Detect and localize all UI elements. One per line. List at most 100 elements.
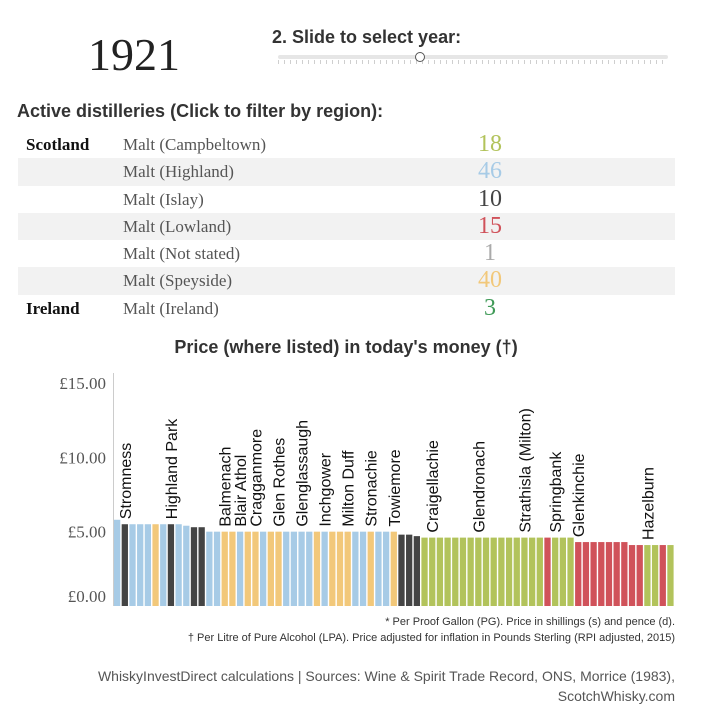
price-bar[interactable]	[567, 537, 574, 606]
price-bar[interactable]	[114, 519, 121, 606]
price-bar[interactable]	[221, 531, 228, 606]
price-bar[interactable]	[260, 531, 267, 606]
slider-ticks	[278, 60, 668, 64]
price-bar[interactable]	[329, 531, 336, 606]
distillery-label: Glenglassaugh	[295, 420, 312, 527]
region-row-campbeltown[interactable]: Scotland Malt (Campbeltown) 18	[18, 131, 675, 158]
price-bar[interactable]	[352, 531, 359, 606]
price-bar[interactable]	[121, 524, 128, 606]
price-bar[interactable]	[382, 531, 390, 606]
region-label: Malt (Speyside)	[123, 271, 233, 291]
price-bar[interactable]	[267, 531, 274, 606]
price-bar[interactable]	[651, 545, 659, 606]
distillery-label: Inchgower	[318, 452, 335, 526]
price-bar[interactable]	[137, 524, 144, 606]
price-bar[interactable]	[336, 531, 344, 606]
price-bar[interactable]	[659, 545, 666, 606]
price-bar[interactable]	[459, 537, 467, 606]
price-bar[interactable]	[544, 537, 551, 606]
price-bar[interactable]	[344, 531, 351, 606]
price-bar[interactable]	[598, 542, 605, 606]
slider-label: 2. Slide to select year:	[272, 27, 462, 47]
year-slider[interactable]	[278, 52, 668, 66]
price-bar[interactable]	[236, 531, 244, 606]
price-bar[interactable]	[582, 542, 590, 606]
price-bar[interactable]	[528, 537, 536, 606]
region-row-ireland[interactable]: Ireland Malt (Ireland) 3	[18, 295, 675, 322]
price-bar[interactable]	[190, 527, 198, 606]
price-bar[interactable]	[559, 537, 567, 606]
region-count: 15	[478, 212, 502, 239]
price-bar[interactable]	[367, 531, 374, 606]
distillery-label: Balmenach	[218, 447, 235, 527]
price-bar[interactable]	[206, 531, 213, 606]
price-bar[interactable]	[283, 531, 290, 606]
price-bar[interactable]	[490, 537, 497, 606]
price-bar[interactable]	[290, 531, 298, 606]
price-bar[interactable]	[313, 531, 321, 606]
distillery-label: Craigellachie	[425, 440, 442, 533]
price-bar[interactable]	[321, 531, 328, 606]
price-bar[interactable]	[505, 537, 513, 606]
price-bar[interactable]	[436, 537, 444, 606]
price-bar[interactable]	[175, 524, 182, 606]
region-row-islay[interactable]: Malt (Islay) 10	[18, 186, 675, 213]
price-bar[interactable]	[213, 531, 221, 606]
region-row-speyside[interactable]: Malt (Speyside) 40	[18, 267, 675, 295]
price-bar[interactable]	[298, 531, 305, 606]
lpa-note: † Per Litre of Pure Alcohol (LPA). Price…	[187, 632, 675, 644]
price-bar[interactable]	[605, 542, 613, 606]
price-bar[interactable]	[167, 524, 175, 606]
country-label: Ireland	[26, 298, 80, 318]
distillery-label: Towiemore	[387, 449, 404, 526]
price-bar[interactable]	[475, 537, 482, 606]
price-bar[interactable]	[183, 525, 190, 606]
region-label: Malt (Highland)	[123, 162, 234, 182]
price-bar[interactable]	[306, 531, 313, 606]
price-bar[interactable]	[198, 527, 205, 606]
price-bar[interactable]	[144, 524, 152, 606]
price-bar[interactable]	[244, 531, 251, 606]
price-bar[interactable]	[628, 545, 636, 606]
price-bar[interactable]	[390, 531, 397, 606]
price-bar[interactable]	[375, 531, 382, 606]
price-bar[interactable]	[398, 534, 405, 606]
price-bar[interactable]	[536, 537, 543, 606]
price-bar[interactable]	[621, 542, 628, 606]
price-bar[interactable]	[575, 542, 582, 606]
region-count: 3	[484, 294, 496, 321]
region-row-highland[interactable]: Malt (Highland) 46	[18, 158, 675, 186]
price-bar[interactable]	[667, 545, 674, 606]
price-bar[interactable]	[444, 537, 451, 606]
price-bar[interactable]	[482, 537, 490, 606]
price-bar[interactable]	[636, 545, 643, 606]
region-row-lowland[interactable]: Malt (Lowland) 15	[18, 212, 675, 241]
proof-gallon-note: * Per Proof Gallon (PG). Price in shilli…	[385, 616, 675, 628]
price-bar[interactable]	[359, 531, 367, 606]
price-bar[interactable]	[406, 534, 413, 606]
price-bar[interactable]	[252, 531, 259, 606]
price-bar[interactable]	[467, 537, 474, 606]
price-bar[interactable]	[275, 531, 282, 606]
price-bar[interactable]	[452, 537, 459, 606]
price-bar[interactable]	[552, 537, 559, 606]
price-bar[interactable]	[152, 524, 159, 606]
price-bar[interactable]	[229, 531, 236, 606]
slider-track[interactable]	[278, 55, 668, 59]
price-bar[interactable]	[613, 542, 620, 606]
price-bar[interactable]	[413, 536, 420, 606]
region-label: Malt (Lowland)	[123, 216, 232, 236]
price-bar[interactable]	[498, 537, 505, 606]
price-bar[interactable]	[160, 524, 167, 606]
price-bar[interactable]	[513, 537, 520, 606]
price-bar[interactable]	[590, 542, 597, 606]
price-bar[interactable]	[421, 537, 428, 606]
y-axis: £0.00 £5.00 £10.00 £15.00	[59, 373, 114, 606]
price-bar[interactable]	[521, 537, 528, 606]
region-row-not-stated[interactable]: Malt (Not stated) 1	[18, 240, 675, 267]
price-bar[interactable]	[129, 524, 136, 606]
distillery-label: Glendronach	[471, 441, 488, 533]
price-bar[interactable]	[429, 537, 436, 606]
slider-thumb[interactable]	[415, 52, 426, 62]
price-bar[interactable]	[644, 545, 651, 606]
